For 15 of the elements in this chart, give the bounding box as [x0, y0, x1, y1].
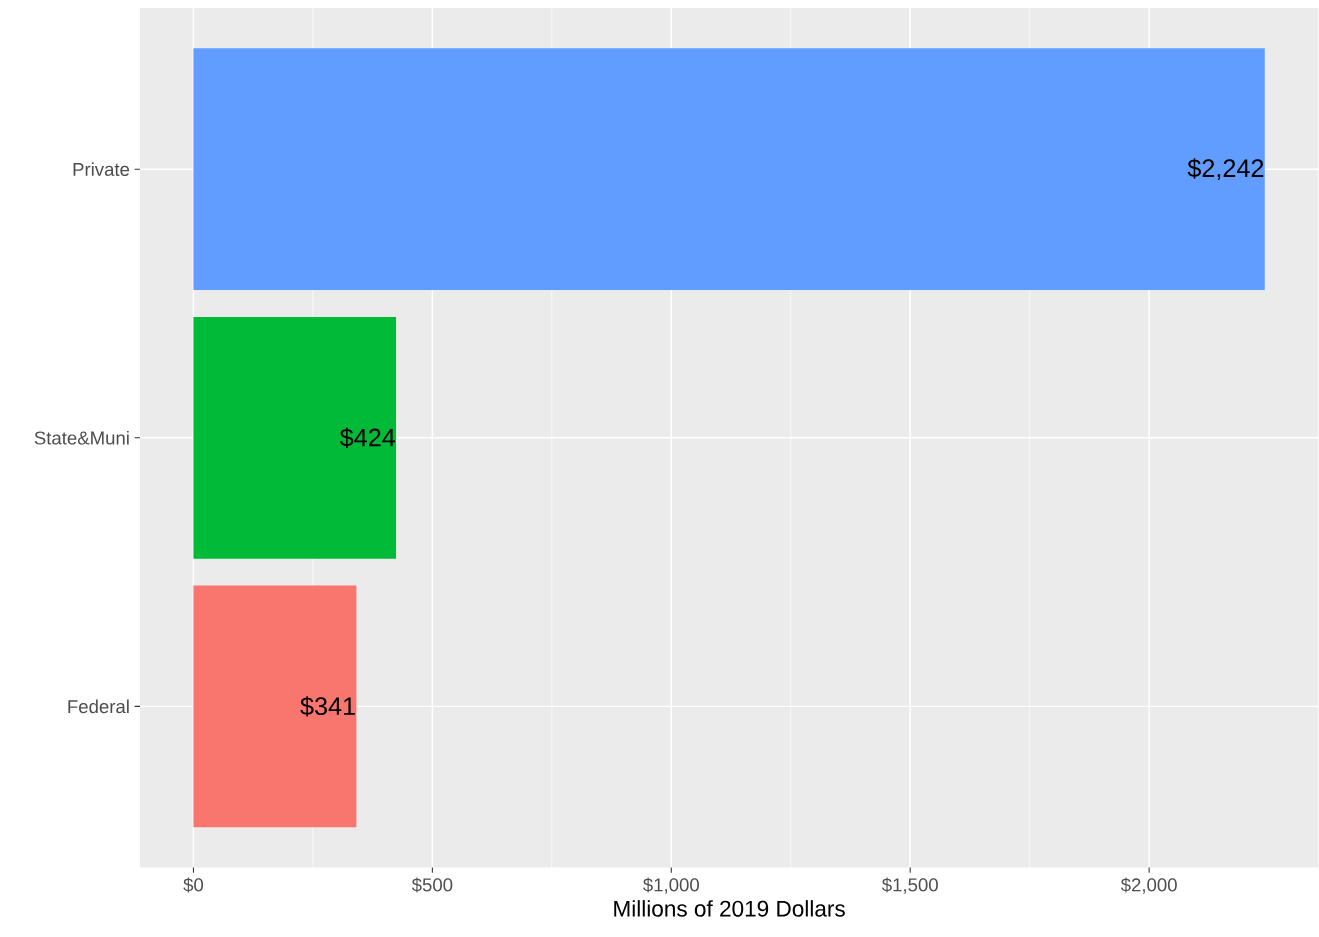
bar	[193, 585, 357, 827]
data-label: $341	[300, 695, 355, 717]
x-axis-title: Millions of 2019 Dollars	[614, 899, 845, 917]
x-tick-label: $0	[183, 877, 204, 893]
bar	[193, 316, 397, 559]
y-tick-label: State&Muni	[34, 430, 129, 445]
x-tick-label: $1,000	[643, 877, 699, 894]
data-label: $424	[339, 427, 396, 448]
x-tick-label: $2,000	[1120, 877, 1177, 894]
y-tick-label: Private	[73, 162, 130, 176]
bar	[193, 48, 1265, 290]
y-tick-label: Federal	[68, 699, 129, 713]
x-tick-label: $1,500	[881, 877, 938, 894]
data-label: $2,242	[1187, 157, 1264, 180]
x-tick-label: $500	[411, 877, 453, 893]
